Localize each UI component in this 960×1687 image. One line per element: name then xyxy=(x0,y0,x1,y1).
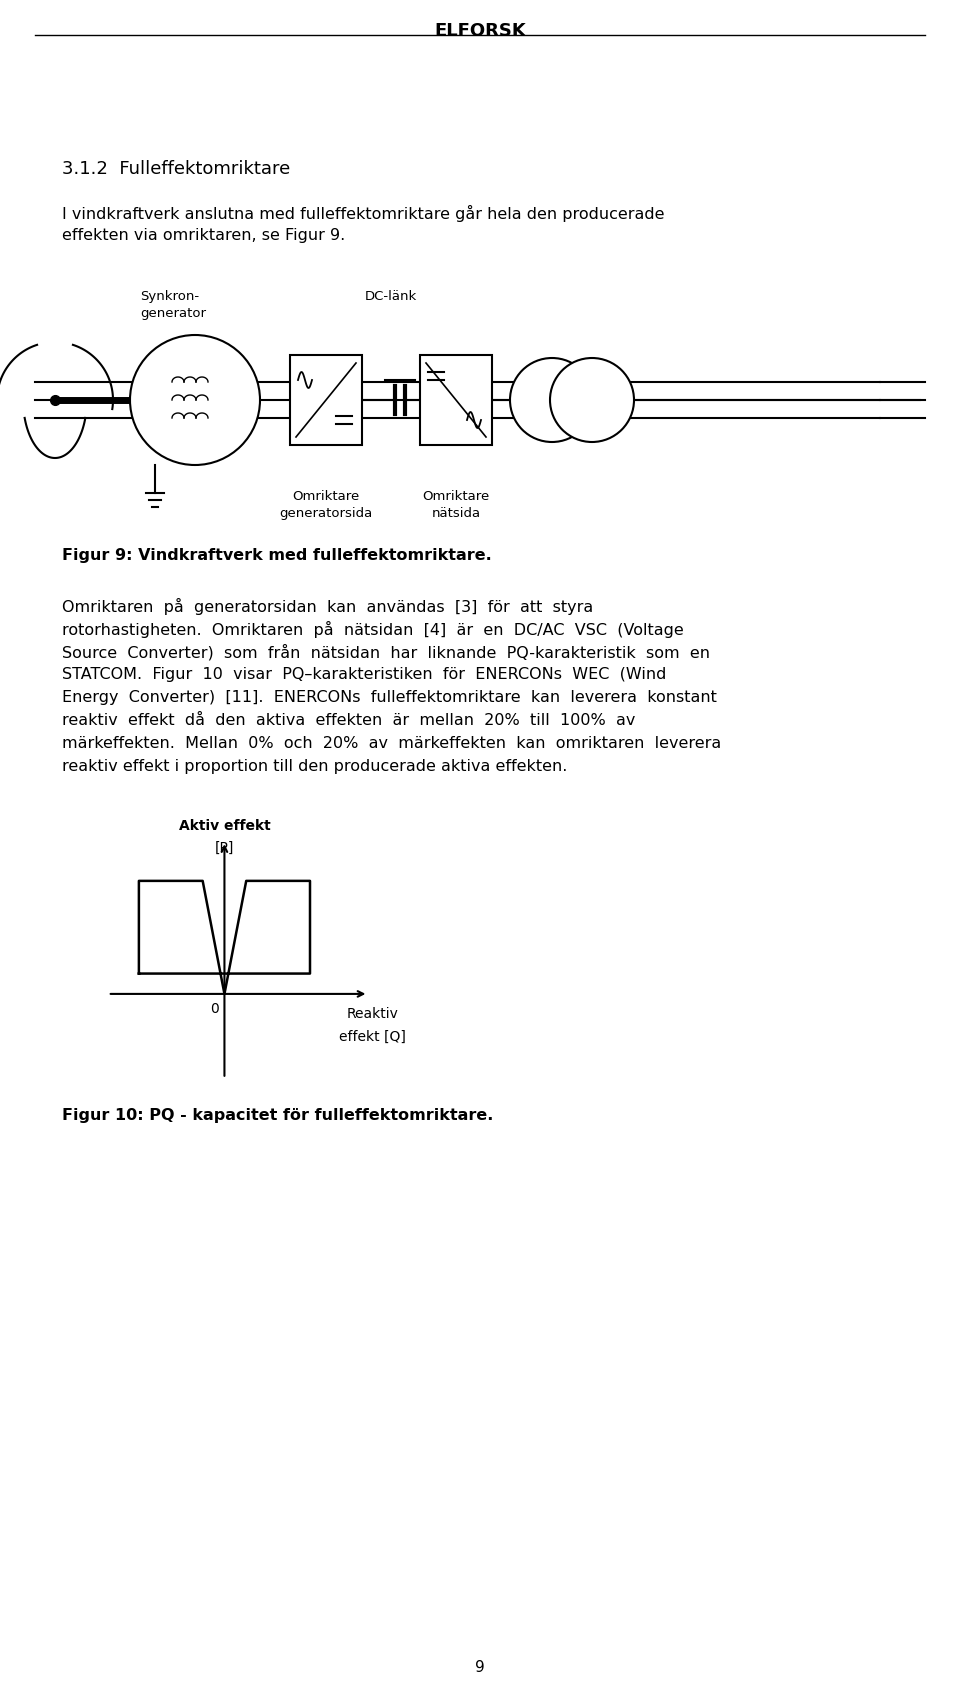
Text: 0: 0 xyxy=(210,1002,219,1016)
Text: STATCOM.  Figur  10  visar  PQ–karakteristiken  för  ENERCONs  WEC  (Wind: STATCOM. Figur 10 visar PQ–karakteristik… xyxy=(62,666,666,682)
Text: märkeffekten.  Mellan  0%  och  20%  av  märkeffekten  kan  omriktaren  leverera: märkeffekten. Mellan 0% och 20% av märke… xyxy=(62,736,721,751)
Text: reaktiv effekt i proportion till den producerade aktiva effekten.: reaktiv effekt i proportion till den pro… xyxy=(62,759,567,774)
Text: I vindkraftverk anslutna med fulleffektomriktare går hela den producerade: I vindkraftverk anslutna med fulleffekto… xyxy=(62,206,664,223)
Text: –: – xyxy=(181,348,188,363)
Text: Figur 9: Vindkraftverk med fulleffektomriktare.: Figur 9: Vindkraftverk med fulleffektomr… xyxy=(62,548,492,563)
Text: reaktiv  effekt  då  den  aktiva  effekten  är  mellan  20%  till  100%  av: reaktiv effekt då den aktiva effekten är… xyxy=(62,714,636,729)
Text: rotorhastigheten.  Omriktaren  på  nätsidan  [4]  är  en  DC/AC  VSC  (Voltage: rotorhastigheten. Omriktaren på nätsidan… xyxy=(62,621,684,638)
Text: DC-länk: DC-länk xyxy=(365,290,418,304)
Text: 3.1.2  Fulleffektomriktare: 3.1.2 Fulleffektomriktare xyxy=(62,160,290,179)
Circle shape xyxy=(510,358,594,442)
Text: Synkron-
generator: Synkron- generator xyxy=(140,290,206,321)
Text: Aktiv effekt: Aktiv effekt xyxy=(179,820,271,833)
Bar xyxy=(290,354,362,445)
Circle shape xyxy=(550,358,634,442)
Text: effekten via omriktaren, se Figur 9.: effekten via omriktaren, se Figur 9. xyxy=(62,228,346,243)
Text: effekt [Q]: effekt [Q] xyxy=(339,1031,406,1044)
Text: Energy  Converter)  [11].  ENERCONs  fulleffektomriktare  kan  leverera  konstan: Energy Converter) [11]. ENERCONs fulleff… xyxy=(62,690,717,705)
Text: [P]: [P] xyxy=(215,842,234,855)
Text: Figur 10: PQ - kapacitet för fulleffektomriktare.: Figur 10: PQ - kapacitet för fulleffekto… xyxy=(62,1108,493,1124)
Text: Reaktiv: Reaktiv xyxy=(347,1007,398,1021)
Text: 9: 9 xyxy=(475,1660,485,1675)
Text: Omriktaren  på  generatorsidan  kan  användas  [3]  för  att  styra: Omriktaren på generatorsidan kan använda… xyxy=(62,597,593,616)
Bar xyxy=(420,354,492,445)
Text: Source  Converter)  som  från  nätsidan  har  liknande  PQ-karakteristik  som  e: Source Converter) som från nätsidan har … xyxy=(62,644,710,661)
Text: Omriktare
generatorsida: Omriktare generatorsida xyxy=(279,489,372,520)
Text: Omriktare
nätsida: Omriktare nätsida xyxy=(422,489,490,520)
Text: ELFORSK: ELFORSK xyxy=(434,22,526,40)
Circle shape xyxy=(130,336,260,466)
